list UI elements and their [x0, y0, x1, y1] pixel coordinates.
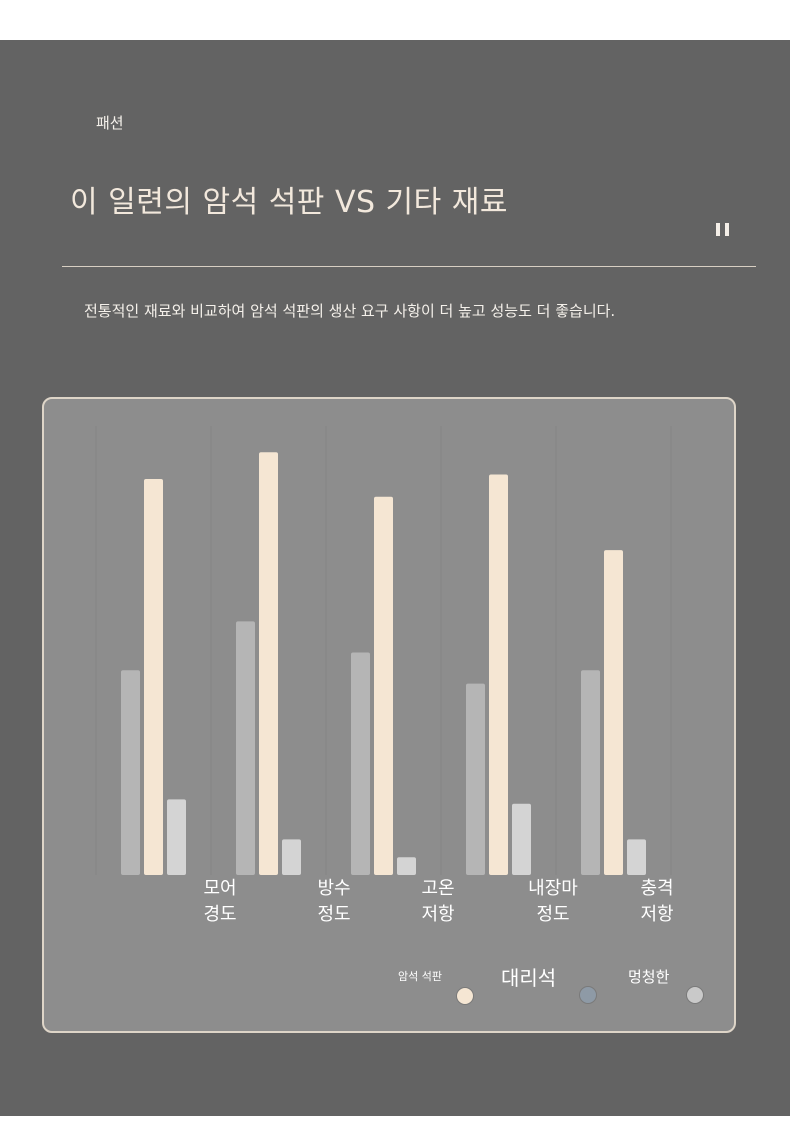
bar-marble-2	[351, 652, 370, 875]
bar-rock-slab-1	[259, 452, 278, 875]
bar-marble-4	[581, 670, 600, 875]
bar-other-3	[512, 803, 531, 875]
category-label: 패션	[96, 114, 124, 132]
pause-icon[interactable]	[716, 223, 732, 237]
x-tick-label-3: 내장마 정도	[528, 878, 578, 925]
bar-chart	[95, 426, 672, 875]
x-tick-label-2: 고온 저항	[421, 878, 455, 925]
legend-dot-rock-slab	[456, 987, 474, 1005]
legend-label-marble: 대리석	[501, 966, 557, 990]
chart-legend: 암석 석판 대리석 멍청한	[0, 962, 790, 1012]
bar-rock-slab-0	[144, 478, 163, 875]
chart-frame	[42, 397, 736, 1033]
bar-other-2	[397, 857, 416, 875]
bar-other-0	[167, 799, 186, 875]
bar-other-4	[627, 839, 646, 875]
page-title: 이 일련의 암석 석판 VS 기타 재료	[70, 185, 508, 220]
bar-rock-slab-3	[489, 474, 508, 875]
x-tick-label-1: 방수 정도	[317, 878, 351, 925]
x-tick-label-0: 모어 경도	[203, 878, 237, 925]
bar-marble-3	[466, 683, 485, 875]
legend-label-rock-slab: 암석 석판	[398, 970, 442, 983]
legend-dot-other	[686, 986, 704, 1004]
x-tick-label-4: 충격 저항	[640, 878, 674, 925]
bar-marble-1	[236, 621, 255, 875]
bar-rock-slab-2	[374, 496, 393, 875]
legend-label-other: 멍청한	[628, 968, 670, 986]
legend-dot-marble	[579, 986, 597, 1004]
bar-rock-slab-4	[604, 550, 623, 875]
bar-other-1	[282, 839, 301, 875]
page-subtitle: 전통적인 재료와 비교하여 암석 석판의 생산 요구 사항이 더 높고 성능도 …	[84, 302, 616, 320]
title-divider	[62, 266, 756, 267]
bar-marble-0	[121, 670, 140, 875]
